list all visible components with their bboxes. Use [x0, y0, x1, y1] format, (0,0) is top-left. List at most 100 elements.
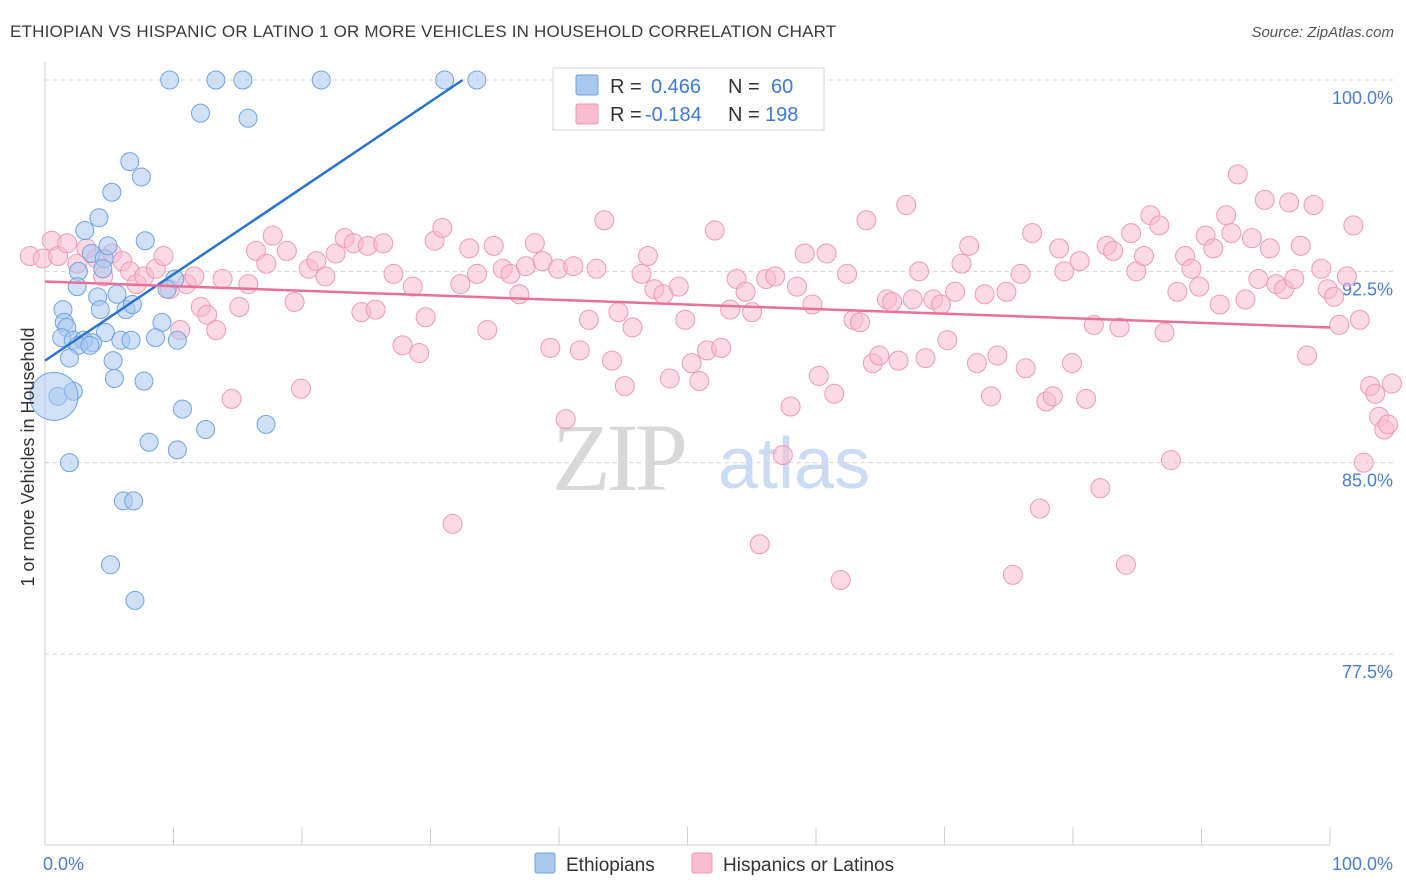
hispanic-point-114 [915, 348, 936, 369]
hispanic-point-49 [432, 217, 453, 238]
hispanic-point-137 [1076, 388, 1097, 409]
hispanic-point-113 [909, 261, 930, 282]
hispanic-point-128 [1015, 358, 1036, 379]
hispanic-point-180 [1353, 452, 1374, 473]
hispanic-point-97 [802, 294, 823, 315]
hispanic-point-46 [409, 342, 430, 363]
hispanic-point-122 [974, 284, 995, 305]
hispanic-point-123 [981, 386, 1002, 407]
hispanic-point-168 [1279, 192, 1300, 213]
legend-n-label-2: N = [728, 104, 760, 126]
hispanic-point-92 [765, 266, 786, 287]
hispanic-point-117 [937, 330, 958, 351]
hispanic-point-154 [1189, 276, 1210, 297]
hispanic-point-94 [780, 396, 801, 417]
ethiopian-trendline [44, 78, 464, 362]
ethiopian-point-1 [206, 70, 226, 90]
legend-r-label-2: R = [610, 104, 642, 126]
hispanic-points [19, 164, 1402, 591]
hispanic-point-109 [882, 291, 903, 312]
ethiopian-point-16 [98, 236, 118, 256]
hispanic-point-178 [1343, 215, 1364, 236]
hispanic-point-127 [1010, 263, 1031, 284]
series-legend: Ethiopians Hispanics or Latinos [534, 852, 894, 876]
y-tick-label-0: 100.0% [1332, 88, 1393, 108]
hispanic-point-159 [1221, 223, 1242, 244]
hispanic-point-118 [945, 281, 966, 302]
hispanic-point-70 [601, 350, 622, 371]
ethiopian-point-0 [160, 70, 180, 90]
hispanic-point-26 [238, 274, 259, 295]
hispanic-point-161 [1235, 289, 1256, 310]
legend-n-value-2: 198 [765, 104, 798, 126]
hispanic-point-29 [262, 225, 283, 246]
ethiopian-point-20 [67, 277, 87, 297]
hispanic-point-98 [808, 365, 829, 386]
ethiopian-point-38 [146, 328, 166, 348]
hispanic-point-58 [509, 284, 530, 305]
hispanic-point-59 [515, 256, 536, 277]
hispanic-point-101 [830, 570, 851, 591]
hispanic-point-72 [614, 376, 635, 397]
hispanic-point-185 [1378, 414, 1399, 435]
hispanic-point-139 [1090, 478, 1111, 499]
hispanic-point-169 [1284, 268, 1305, 289]
ethiopian-point-41 [80, 335, 100, 355]
ethiopian-point-50 [256, 414, 276, 434]
hispanic-point-171 [1297, 345, 1318, 366]
ethiopian-point-47 [134, 371, 154, 391]
hispanic-point-172 [1303, 195, 1324, 216]
ethiopian-point-57 [125, 590, 145, 610]
hispanic-point-24 [221, 388, 242, 409]
hispanic-point-67 [578, 309, 599, 330]
hispanic-point-60 [524, 233, 545, 254]
bottom-swatch-hispanics [691, 852, 713, 874]
watermark: ZIP atlas [552, 404, 870, 511]
hispanic-point-50 [442, 513, 463, 534]
hispanic-point-130 [1029, 498, 1050, 519]
hispanic-point-112 [902, 289, 923, 310]
hispanic-point-28 [256, 253, 277, 274]
hispanic-point-81 [681, 353, 702, 374]
hispanic-point-151 [1167, 281, 1188, 302]
hispanic-point-79 [668, 276, 689, 297]
hispanic-point-52 [459, 238, 480, 259]
ethiopian-point-56 [101, 555, 121, 575]
hispanic-point-69 [594, 210, 615, 231]
legend-r-value-1: 0.466 [651, 76, 701, 98]
hispanic-point-42 [373, 233, 394, 254]
hispanic-point-126 [1002, 564, 1023, 585]
hispanic-point-88 [735, 281, 756, 302]
ethiopian-point-2 [233, 70, 253, 90]
hispanic-point-25 [229, 297, 250, 318]
hispanic-point-162 [1241, 228, 1262, 249]
hispanic-point-177 [1336, 266, 1357, 287]
ethiopian-point-6 [190, 103, 210, 123]
trend-lines [44, 78, 1331, 362]
ethiopian-point-49 [196, 420, 216, 440]
legend-r-label-1: R = [610, 76, 642, 98]
axes [44, 62, 1331, 846]
hispanic-point-64 [555, 409, 576, 430]
legend-swatch-ethiopians [575, 74, 599, 96]
hispanic-point-119 [951, 253, 972, 274]
hispanic-point-129 [1022, 223, 1043, 244]
hispanic-point-99 [816, 243, 837, 264]
hispanic-point-165 [1259, 238, 1280, 259]
ethiopian-point-11 [89, 208, 109, 228]
hispanic-point-107 [869, 345, 890, 366]
hispanic-point-164 [1254, 189, 1275, 210]
hispanic-point-43 [383, 263, 404, 284]
hispanic-point-120 [959, 235, 980, 256]
hispanic-point-32 [290, 378, 311, 399]
hispanic-point-71 [608, 302, 629, 323]
ethiopian-point-9 [131, 167, 151, 187]
hispanic-point-146 [1133, 246, 1154, 267]
hispanic-point-95 [787, 276, 807, 297]
legend-n-value-1: 60 [771, 76, 793, 98]
hispanic-point-149 [1154, 322, 1175, 343]
hispanic-point-156 [1203, 238, 1224, 259]
ethiopian-point-48 [173, 399, 192, 419]
ethiopian-point-3 [311, 70, 331, 90]
